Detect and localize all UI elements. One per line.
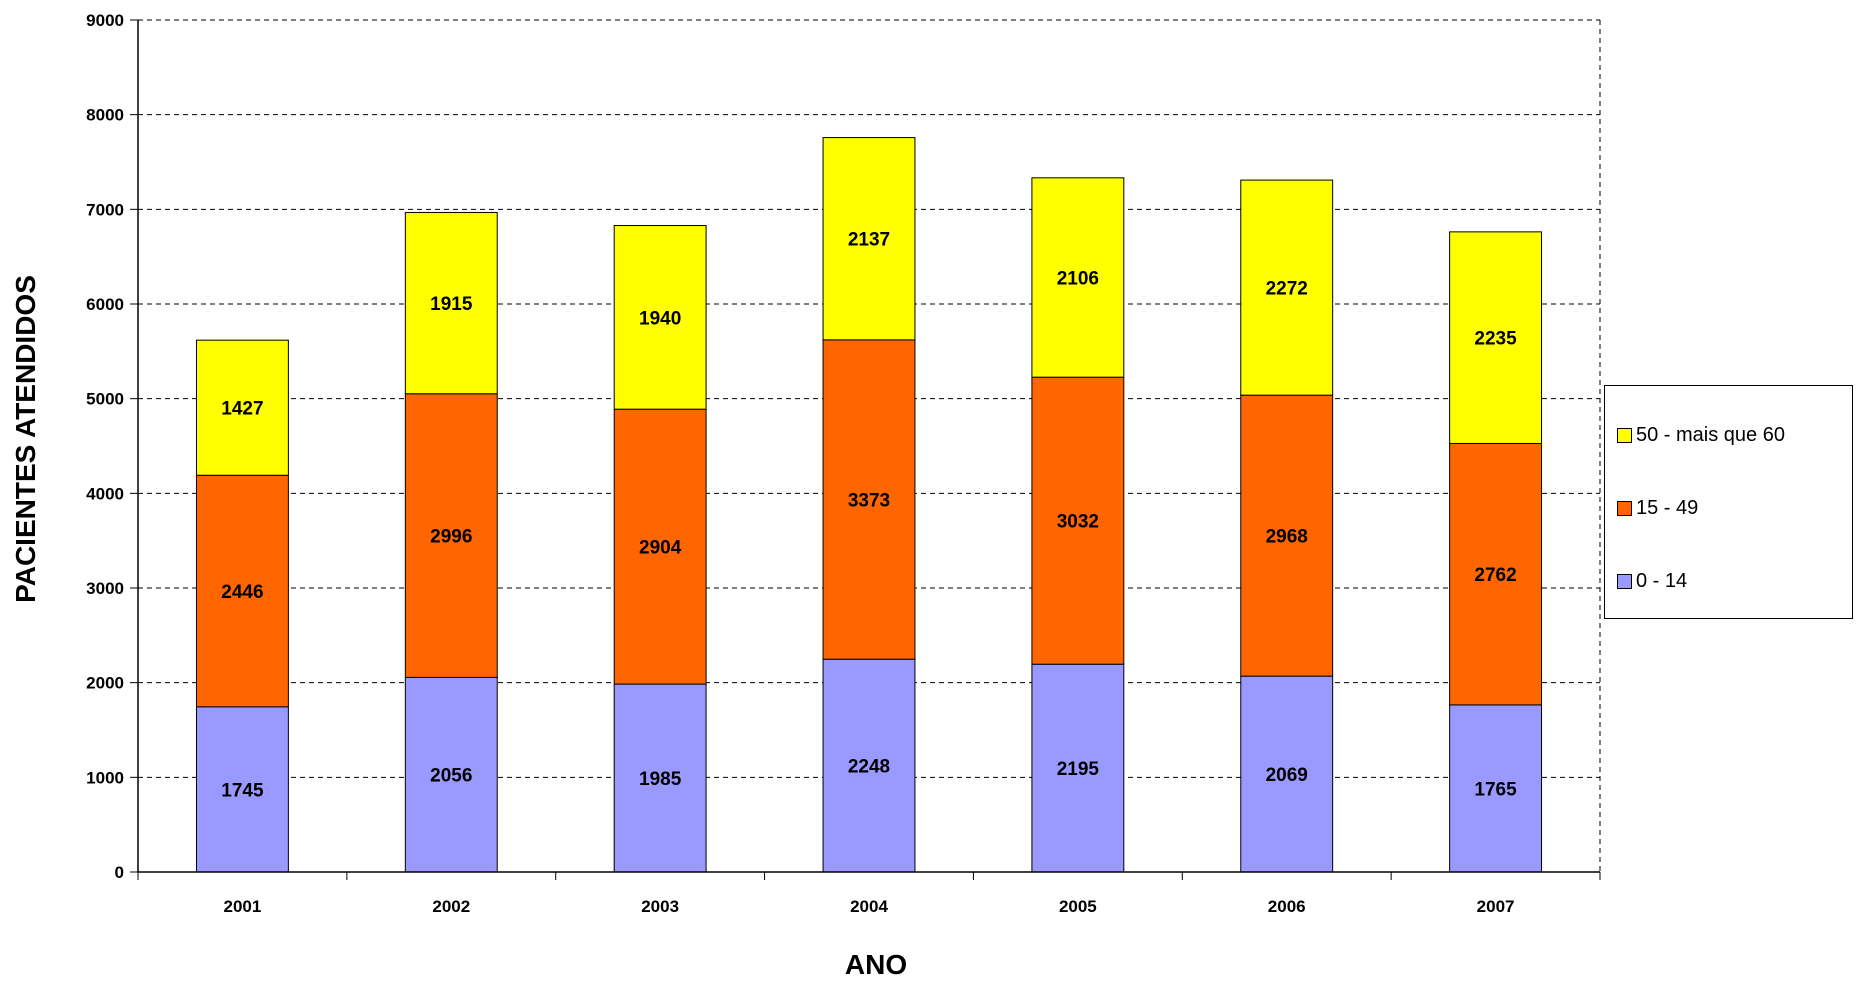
bar-2007-series-3: [1449, 231, 1543, 444]
x-tick-label: 2007: [1477, 897, 1515, 916]
data-label: 1985: [639, 769, 682, 790]
x-axis-title: ANO: [845, 949, 907, 980]
bar-2004-series-3: [822, 137, 916, 341]
bar-2004-series-1: [822, 658, 916, 873]
data-label: 2272: [1266, 279, 1308, 300]
y-tick-label: 1000: [86, 768, 124, 787]
bar-2006-series-2: [1240, 394, 1334, 677]
x-tick-label: 2001: [224, 897, 262, 916]
data-label: 2904: [639, 538, 682, 559]
y-tick-label: 2000: [86, 674, 124, 693]
data-label: 2056: [430, 766, 472, 787]
bar-2003-series-3: [613, 225, 707, 410]
legend-item: 50 - mais que 60: [1617, 424, 1785, 447]
bar-2003-series-1: [613, 683, 707, 873]
legend-label: 50 - mais que 60: [1636, 424, 1785, 446]
bar-2007-series-1: [1449, 704, 1543, 873]
data-label: 1915: [430, 294, 473, 315]
bar-2006-series-3: [1240, 179, 1334, 396]
data-label: 2762: [1474, 565, 1516, 586]
data-label: 1765: [1474, 779, 1517, 800]
legend-item: 15 - 49: [1617, 497, 1698, 520]
bar-2006-series-1: [1240, 675, 1334, 873]
bar-2002-series-3: [404, 211, 498, 395]
x-tick-label: 2002: [432, 897, 470, 916]
bar-2003-series-2: [613, 408, 707, 685]
legend-item: 0 - 14: [1617, 570, 1687, 593]
data-label: 1940: [639, 308, 681, 329]
data-label: 2248: [848, 757, 890, 778]
x-tick-label: 2003: [641, 897, 679, 916]
data-label: 1745: [221, 780, 264, 801]
data-label: 2069: [1266, 765, 1308, 786]
axes: 0 1000 2000 3000 4000 5000 6000 7000 8000 9000 200…: [86, 11, 1601, 916]
legend-label: 0 - 14: [1636, 570, 1688, 592]
legend: 50 - mais que 60 15 - 49 0 - 14: [1604, 385, 1853, 619]
data-label: 2137: [848, 230, 890, 251]
bar-2005-series-2: [1031, 376, 1125, 665]
y-tick-label: 8000: [86, 106, 124, 125]
data-label: 3032: [1057, 512, 1099, 533]
y-tick-label: 9000: [86, 11, 124, 30]
x-tick-label: 2004: [850, 897, 888, 916]
legend-swatch: [1617, 574, 1632, 589]
data-labels: 1745 2446 1427 2056 2996 1915 1985 2904 1940 2248…: [221, 230, 1517, 802]
bar-2007-series-2: [1449, 442, 1543, 706]
y-tick-label: 3000: [86, 579, 124, 598]
y-tick-label: 0: [115, 863, 124, 882]
y-tick-label: 5000: [86, 390, 124, 409]
y-tick-label: 6000: [86, 295, 124, 314]
legend-label: 15 - 49: [1636, 497, 1699, 519]
bars: [195, 137, 1543, 873]
data-label: 2446: [221, 582, 263, 603]
legend-swatch: [1617, 501, 1632, 516]
bar-2004-series-2: [822, 339, 916, 660]
data-label: 3373: [848, 491, 890, 512]
bar-2001-series-3: [195, 339, 289, 476]
data-label: 2968: [1266, 527, 1308, 548]
x-tick-label: 2006: [1268, 897, 1306, 916]
data-label: 1427: [221, 399, 263, 420]
x-tick-label: 2005: [1059, 897, 1097, 916]
y-tick-label: 4000: [86, 484, 124, 503]
legend-swatch: [1617, 428, 1632, 443]
y-tick-label: 7000: [86, 200, 124, 219]
data-label: 2235: [1474, 329, 1517, 350]
y-axis-title: PACIENTES ATENDIDOS: [10, 275, 41, 603]
data-label: 2996: [430, 527, 472, 548]
data-label: 2195: [1057, 759, 1100, 780]
data-label: 2106: [1057, 268, 1099, 289]
bar-2005-series-1: [1031, 663, 1125, 873]
bar-2005-series-3: [1031, 177, 1125, 378]
